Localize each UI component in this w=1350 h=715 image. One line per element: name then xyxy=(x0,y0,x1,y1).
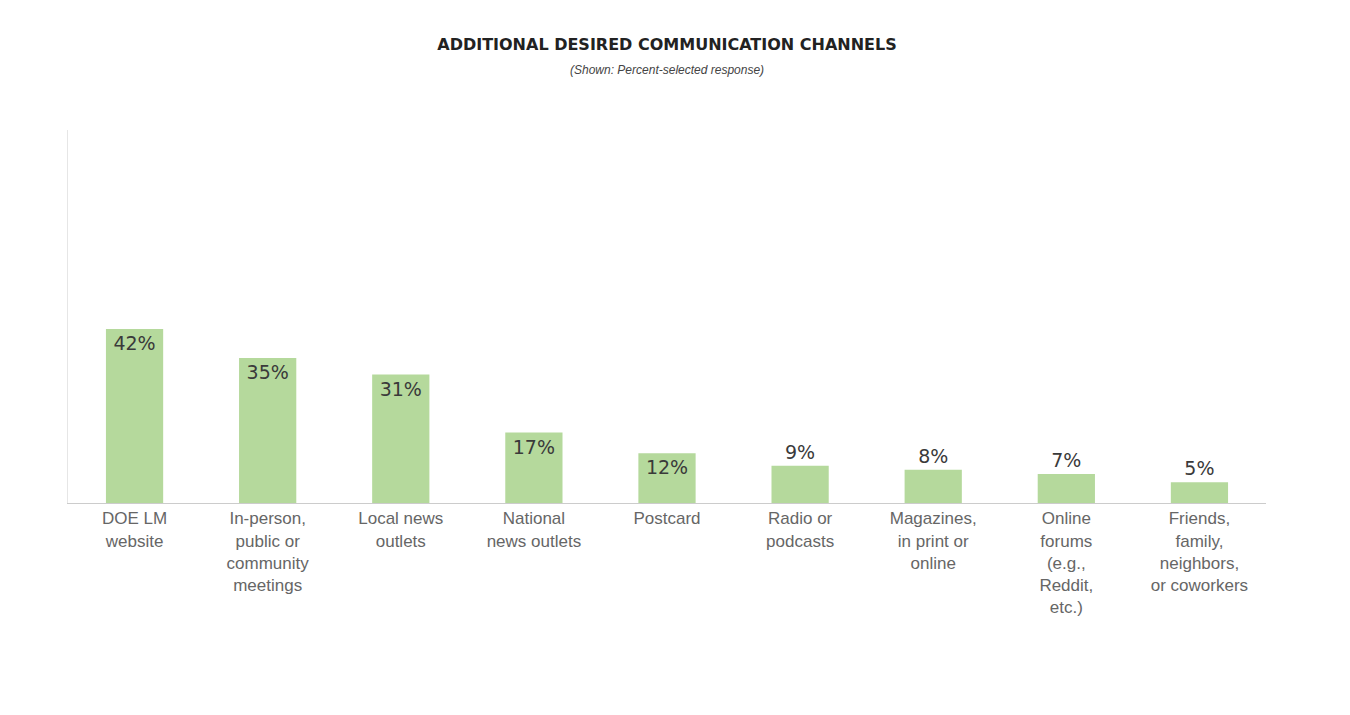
svg-text:Friends,family,neighbors,or co: Friends,family,neighbors,or coworkers xyxy=(1151,509,1248,594)
svg-text:Postcard: Postcard xyxy=(633,509,700,528)
svg-text:(Shown: Percent-selected respo: (Shown: Percent-selected response) xyxy=(570,63,764,77)
svg-text:Onlineforums(e.g.,Reddit,etc.): Onlineforums(e.g.,Reddit,etc.) xyxy=(1039,509,1093,616)
svg-text:31%: 31% xyxy=(380,378,422,400)
svg-text:8%: 8% xyxy=(918,445,948,467)
svg-text:35%: 35% xyxy=(247,361,289,383)
svg-text:12%: 12% xyxy=(646,456,688,478)
svg-text:Radio orpodcasts: Radio orpodcasts xyxy=(766,509,834,550)
svg-text:Local newsoutlets: Local newsoutlets xyxy=(358,509,443,550)
svg-text:DOE LMwebsite: DOE LMwebsite xyxy=(102,509,167,550)
svg-text:17%: 17% xyxy=(513,436,555,458)
svg-text:9%: 9% xyxy=(785,441,815,463)
svg-text:Nationalnews outlets: Nationalnews outlets xyxy=(487,509,582,550)
svg-text:7%: 7% xyxy=(1051,449,1081,471)
svg-text:In-person,public orcommunityme: In-person,public orcommunitymeetings xyxy=(227,509,310,594)
svg-text:ADDITIONAL DESIRED COMMUNICATI: ADDITIONAL DESIRED COMMUNICATION CHANNEL… xyxy=(437,35,896,54)
svg-text:42%: 42% xyxy=(113,332,155,354)
svg-text:Magazines,in print oronline: Magazines,in print oronline xyxy=(890,509,977,572)
svg-text:5%: 5% xyxy=(1184,457,1214,479)
